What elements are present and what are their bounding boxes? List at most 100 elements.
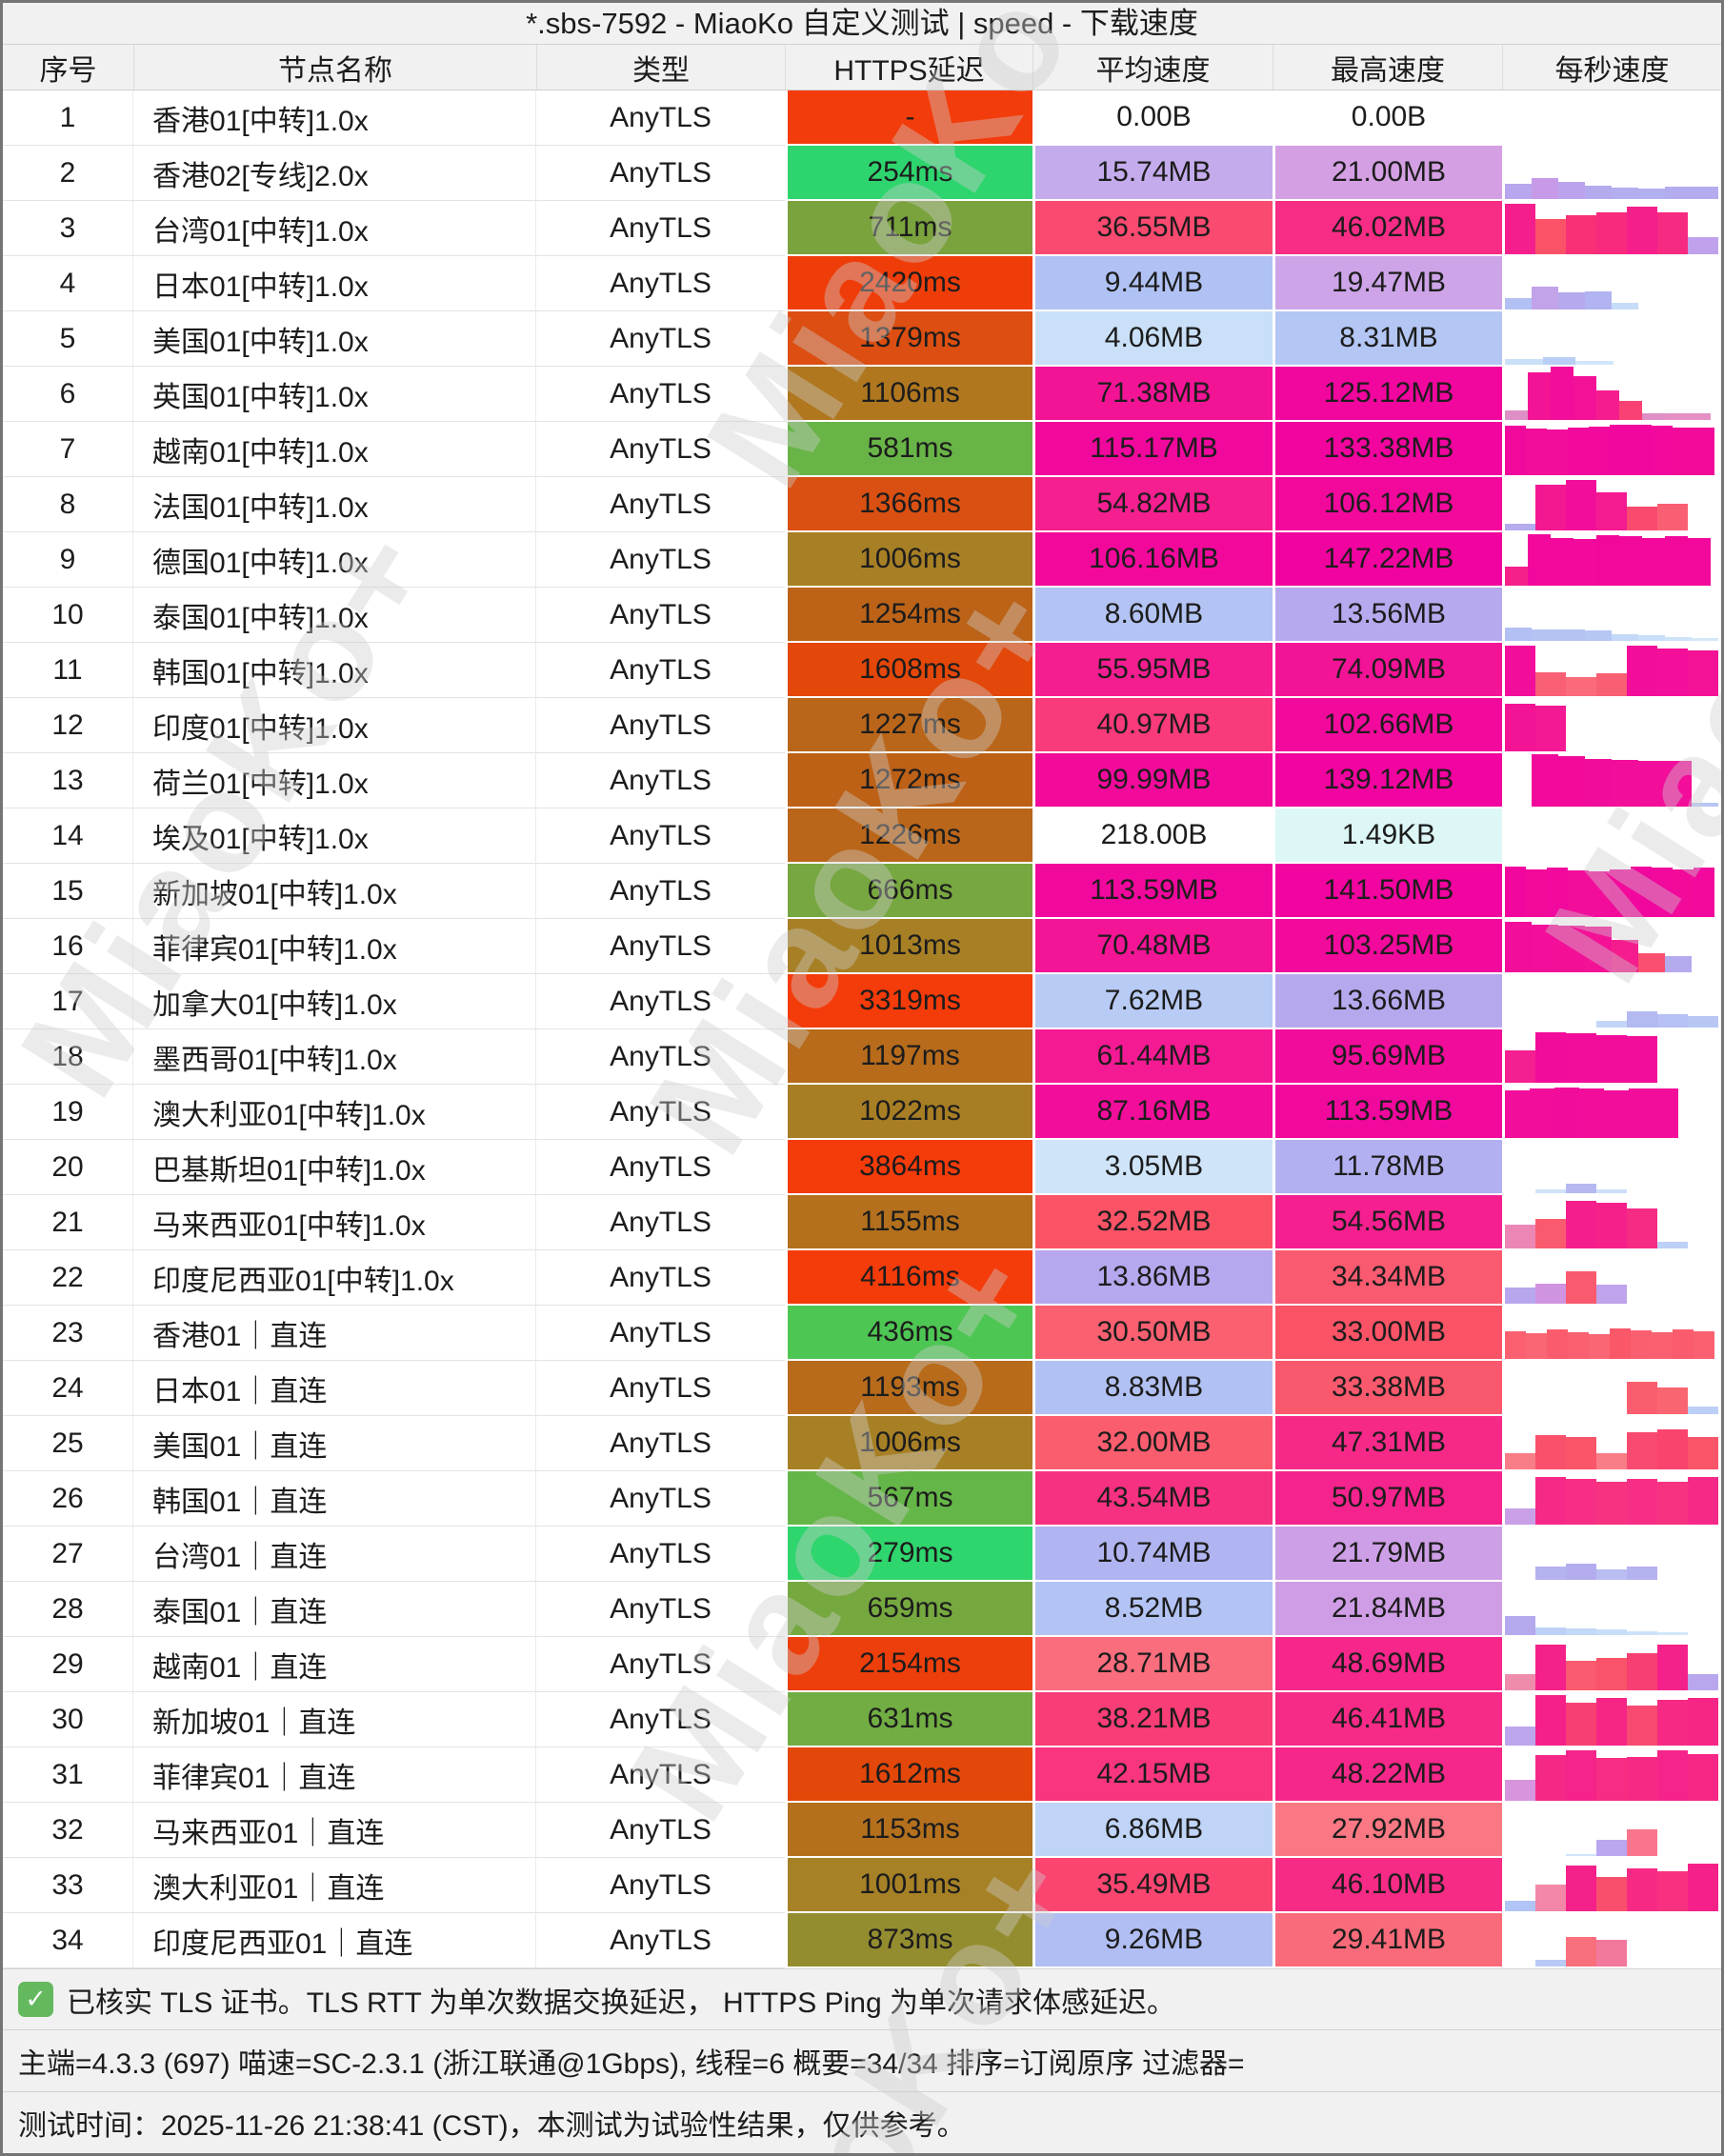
- speed-bar: [1596, 1629, 1627, 1635]
- cell-avg-speed: 71.38MB: [1032, 367, 1273, 422]
- cell-max-speed: 34.34MB: [1273, 1250, 1502, 1306]
- speed-bar: [1657, 212, 1688, 254]
- speed-bar: [1505, 1780, 1535, 1801]
- speed-bar: [1596, 1940, 1627, 1966]
- cell-speed-bars: [1502, 1085, 1721, 1140]
- speed-bar: [1627, 1706, 1657, 1746]
- speed-bar: [1665, 536, 1688, 586]
- cell-index: 7: [3, 422, 133, 477]
- table-row: 9 德国01[中转]1.0x AnyTLS 1006ms 106.16MB 147.22M…: [3, 532, 1721, 588]
- speed-bar: [1596, 1569, 1627, 1580]
- speed-bar: [1505, 628, 1532, 641]
- cell-speed-bars: [1502, 1692, 1721, 1747]
- cell-avg-speed: 9.26MB: [1032, 1913, 1273, 1968]
- speed-bar: [1610, 425, 1631, 475]
- table-row: 34 印度尼西亚01｜直连 AnyTLS 873ms 9.26MB 29.41MB: [3, 1913, 1721, 1968]
- speed-bar: [1638, 189, 1665, 199]
- speed-bar: [1535, 1755, 1566, 1801]
- cell-type: AnyTLS: [536, 367, 785, 422]
- speed-bar: [1688, 1407, 1718, 1414]
- cell-type: AnyTLS: [536, 1471, 785, 1527]
- speed-bar: [1619, 536, 1642, 586]
- speed-bar: [1585, 759, 1612, 807]
- speed-bar: [1596, 1189, 1627, 1193]
- cell-max-speed: 13.56MB: [1273, 588, 1502, 643]
- table-row: 21 马来西亚01[中转]1.0x AnyTLS 1155ms 32.52MB 54.56…: [3, 1195, 1721, 1250]
- cell-max-speed: 33.38MB: [1273, 1361, 1502, 1416]
- cell-speed-bars: [1502, 1637, 1721, 1692]
- cell-avg-speed: 3.05MB: [1032, 1140, 1273, 1195]
- speed-bar: [1688, 650, 1718, 696]
- cell-speed-bars: [1502, 974, 1721, 1029]
- cell-latency: 873ms: [785, 1913, 1032, 1968]
- speed-bar: [1535, 1284, 1566, 1304]
- cell-speed-bars: [1502, 1029, 1721, 1085]
- cell-latency: 581ms: [785, 422, 1032, 477]
- cell-avg-speed: 0.00B: [1032, 90, 1273, 146]
- speed-bar: [1505, 567, 1528, 586]
- speed-bar: [1627, 207, 1657, 254]
- cell-index: 3: [3, 201, 133, 256]
- cell-latency: 1022ms: [785, 1085, 1032, 1140]
- table-row: 12 印度01[中转]1.0x AnyTLS 1227ms 40.97MB 102.66M…: [3, 698, 1721, 753]
- cell-index: 15: [3, 864, 133, 919]
- cell-max-speed: 102.66MB: [1273, 698, 1502, 753]
- col-header-index: 序号: [39, 54, 97, 87]
- speed-bar: [1532, 629, 1558, 641]
- cell-node-name: 香港01｜直连: [133, 1306, 536, 1361]
- cell-avg-speed: 61.44MB: [1032, 1029, 1273, 1085]
- speed-bar: [1627, 1653, 1657, 1690]
- cell-node-name: 香港01[中转]1.0x: [133, 90, 536, 146]
- speed-bar: [1558, 182, 1585, 199]
- cell-latency: 1001ms: [785, 1858, 1032, 1913]
- speed-bar: [1568, 870, 1589, 917]
- speed-bar: [1505, 298, 1532, 309]
- cell-avg-speed: 115.17MB: [1032, 422, 1273, 477]
- cell-type: AnyTLS: [536, 1637, 785, 1692]
- table-row: 18 墨西哥01[中转]1.0x AnyTLS 1197ms 61.44MB 95.69M…: [3, 1029, 1721, 1085]
- speed-bar: [1535, 1885, 1566, 1911]
- speed-bar: [1596, 492, 1627, 530]
- speed-bar: [1638, 953, 1665, 972]
- speed-bar: [1688, 1674, 1718, 1690]
- cell-speed-bars: [1502, 643, 1721, 698]
- speed-bar: [1526, 869, 1547, 917]
- speed-bar: [1631, 867, 1652, 917]
- cell-avg-speed: 42.15MB: [1032, 1747, 1273, 1803]
- cell-latency: 1193ms: [785, 1361, 1032, 1416]
- speed-bar: [1673, 1329, 1694, 1359]
- cell-index: 2: [3, 146, 133, 201]
- speed-bar: [1688, 1864, 1718, 1911]
- cell-max-speed: 106.12MB: [1273, 477, 1502, 532]
- speed-bar: [1627, 507, 1657, 530]
- cell-node-name: 台湾01[中转]1.0x: [133, 201, 536, 256]
- cell-speed-bars: [1502, 919, 1721, 974]
- speed-bar: [1568, 1332, 1589, 1359]
- cell-avg-speed: 43.54MB: [1032, 1471, 1273, 1527]
- cell-max-speed: 113.59MB: [1273, 1085, 1502, 1140]
- speed-bar: [1596, 1658, 1627, 1690]
- cell-latency: 3864ms: [785, 1140, 1032, 1195]
- cell-index: 31: [3, 1747, 133, 1803]
- speed-bar: [1505, 1453, 1535, 1469]
- speed-bar: [1505, 410, 1528, 420]
- cell-type: AnyTLS: [536, 698, 785, 753]
- speed-bar: [1566, 1564, 1596, 1580]
- cell-latency: 1612ms: [785, 1747, 1032, 1803]
- speed-bar: [1566, 480, 1596, 530]
- checkmark-icon: ✓: [18, 1982, 53, 2017]
- cell-node-name: 日本01[中转]1.0x: [133, 256, 536, 311]
- speed-bar: [1566, 1271, 1596, 1304]
- speed-bar: [1688, 1754, 1718, 1801]
- cell-index: 22: [3, 1250, 133, 1306]
- speed-bar: [1642, 413, 1665, 420]
- cell-max-speed: 33.00MB: [1273, 1306, 1502, 1361]
- speed-bar: [1694, 428, 1714, 475]
- cell-speed-bars: [1502, 753, 1721, 808]
- cell-latency: 711ms: [785, 201, 1032, 256]
- speed-bar: [1505, 1727, 1535, 1746]
- cell-node-name: 菲律宾01[中转]1.0x: [133, 919, 536, 974]
- cell-type: AnyTLS: [536, 201, 785, 256]
- cell-index: 34: [3, 1913, 133, 1968]
- speed-bar: [1566, 1184, 1596, 1193]
